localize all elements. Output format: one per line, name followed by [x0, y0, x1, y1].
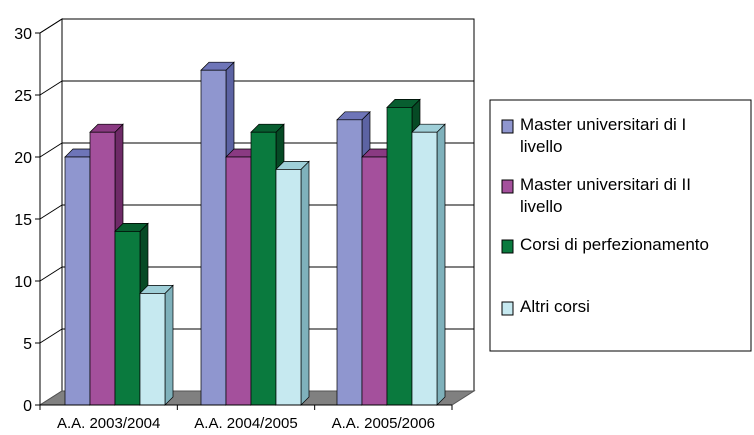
gridline-side-10: [39, 266, 63, 282]
gridline-side-20: [39, 142, 63, 158]
chart-bars: [64, 61, 446, 406]
bar-4-2-side: [300, 160, 310, 406]
x-category-label: A.A. 2004/2005: [194, 415, 297, 432]
y-axis-tick-labels: 0 5 10 15 20 25 30: [14, 26, 32, 415]
bar-3-3: [386, 107, 413, 406]
legend-label: Corsi di perfezionamento: [520, 235, 709, 254]
bar-4-2: [275, 169, 302, 406]
y-tick-label: 20: [14, 150, 32, 167]
legend-label: Master universitari di II livello: [520, 175, 691, 216]
bar-4-1: [139, 293, 166, 406]
y-tick-label: 10: [14, 274, 32, 291]
legend-label-line: Master universitari di I: [520, 115, 686, 134]
bar-3-2: [250, 131, 277, 406]
x-category-label: A.A. 2005/2006: [332, 415, 435, 432]
gridline-side-5: [39, 328, 63, 344]
bar-4-3-side: [436, 123, 446, 406]
legend-label-line: Master universitari di II: [520, 175, 691, 194]
legend-label-line: Altri corsi: [520, 297, 590, 316]
bar-1-2: [200, 69, 227, 406]
x-category-label: A.A. 2003/2004: [57, 415, 160, 432]
y-tick-label: 5: [23, 336, 32, 353]
y-tick-label: 25: [14, 88, 32, 105]
y-tick-label: 15: [14, 212, 32, 229]
bar-1-1: [64, 156, 91, 406]
x-axis-category-labels: A.A. 2003/2004 A.A. 2004/2005 A.A. 2005/20…: [57, 415, 435, 432]
bar-4-1-side: [164, 284, 174, 406]
gridline-side-30: [39, 18, 63, 34]
bar-2-1: [89, 131, 116, 406]
bar-2-3: [361, 156, 388, 406]
y-tick-label: 30: [14, 26, 32, 43]
legend-box: [489, 99, 752, 352]
legend-label-line: Corsi di perfezionamento: [520, 235, 709, 254]
gridline-side-15: [39, 204, 63, 220]
legend-label-line: livello: [520, 137, 563, 156]
legend-swatch: [501, 239, 514, 254]
bar-2-2: [225, 156, 252, 406]
y-tick-label: 0: [23, 398, 32, 415]
chart-axes: [35, 32, 453, 410]
legend-swatch: [501, 119, 514, 134]
bar-3-1: [114, 231, 141, 406]
legend-swatch: [501, 301, 514, 316]
legend-label-line: livello: [520, 197, 563, 216]
legend-swatch: [501, 179, 514, 194]
bar-1-3: [336, 119, 363, 406]
legend-label: Altri corsi: [520, 297, 590, 316]
bar-4-3: [411, 131, 438, 406]
gridline-side-25: [39, 80, 63, 96]
legend-label: Master universitari di I livello: [520, 115, 686, 156]
